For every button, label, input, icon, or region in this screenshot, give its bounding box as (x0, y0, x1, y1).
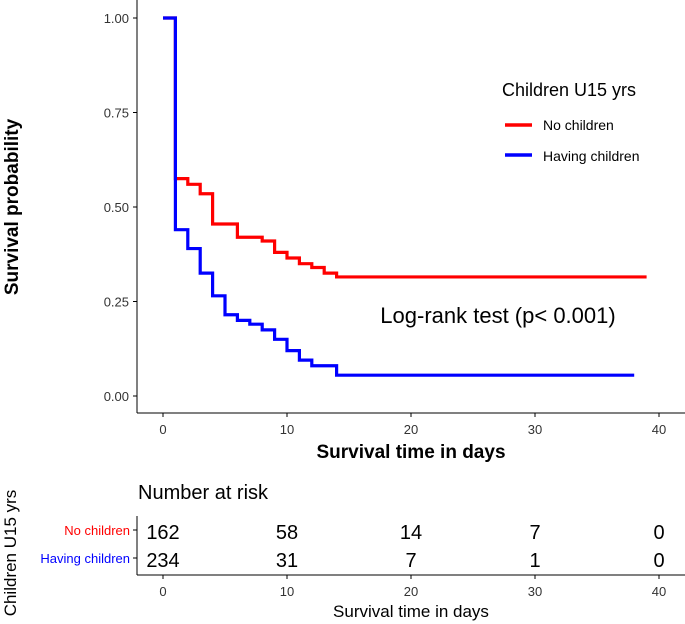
legend: Children U15 yrs No children Having chil… (502, 80, 640, 164)
annotation-log-rank: Log-rank test (p< 0.001) (380, 303, 615, 328)
x-tick-label: 40 (652, 422, 666, 437)
risk-count: 162 (146, 522, 179, 544)
risk-table: Number at risk Children U15 yrs No child… (1, 482, 685, 621)
main-plot: 0.00 0.25 0.50 0.75 1.00 0 10 20 30 40 Survival … (2, 0, 685, 463)
y-tick-label: 0.50 (104, 200, 129, 215)
risk-x-ticks: 0 10 20 30 40 (159, 575, 666, 599)
risk-x-tick-label: 30 (528, 584, 542, 599)
survival-curves (163, 16, 647, 377)
y-tick-label: 0.75 (104, 106, 129, 121)
legend-label-having-children: Having children (543, 148, 640, 164)
x-axis-label: Survival time in days (316, 442, 505, 463)
risk-count: 1 (529, 550, 540, 572)
risk-table-ylabel: Children U15 yrs (1, 490, 20, 617)
risk-table-title: Number at risk (138, 482, 269, 504)
risk-count: 0 (653, 550, 664, 572)
x-tick-label: 30 (528, 422, 542, 437)
risk-count: 58 (276, 522, 298, 544)
risk-count: 0 (653, 522, 664, 544)
x-tick-label: 10 (280, 422, 294, 437)
risk-x-tick-label: 20 (404, 584, 418, 599)
risk-count: 31 (276, 550, 298, 572)
risk-count: 7 (405, 550, 416, 572)
legend-label-no-children: No children (543, 117, 614, 133)
legend-title: Children U15 yrs (502, 80, 636, 100)
x-tick-label: 20 (404, 422, 418, 437)
x-tick-label: 0 (159, 422, 166, 437)
risk-x-tick-label: 10 (280, 584, 294, 599)
risk-count: 234 (146, 550, 179, 572)
risk-row-label-having-children: Having children (40, 551, 130, 566)
risk-x-tick-label: 40 (652, 584, 666, 599)
risk-x-axis-label: Survival time in days (333, 602, 489, 621)
y-tick-label: 0.25 (104, 295, 129, 310)
x-ticks: 0 10 20 30 40 (159, 413, 666, 437)
risk-count: 7 (529, 522, 540, 544)
y-tick-label: 1.00 (104, 11, 129, 26)
y-axis-label: Survival probability (2, 118, 23, 295)
risk-row-label-no-children: No children (64, 523, 130, 538)
survival-curve-no-children (163, 16, 647, 279)
survival-curve-having-children (163, 16, 635, 377)
risk-counts: 162 58 14 7 0 234 31 7 1 0 (146, 522, 664, 572)
risk-x-tick-label: 0 (159, 584, 166, 599)
y-ticks: 0.00 0.25 0.50 0.75 1.00 (104, 11, 137, 404)
risk-count: 14 (400, 522, 422, 544)
y-tick-label: 0.00 (104, 389, 129, 404)
